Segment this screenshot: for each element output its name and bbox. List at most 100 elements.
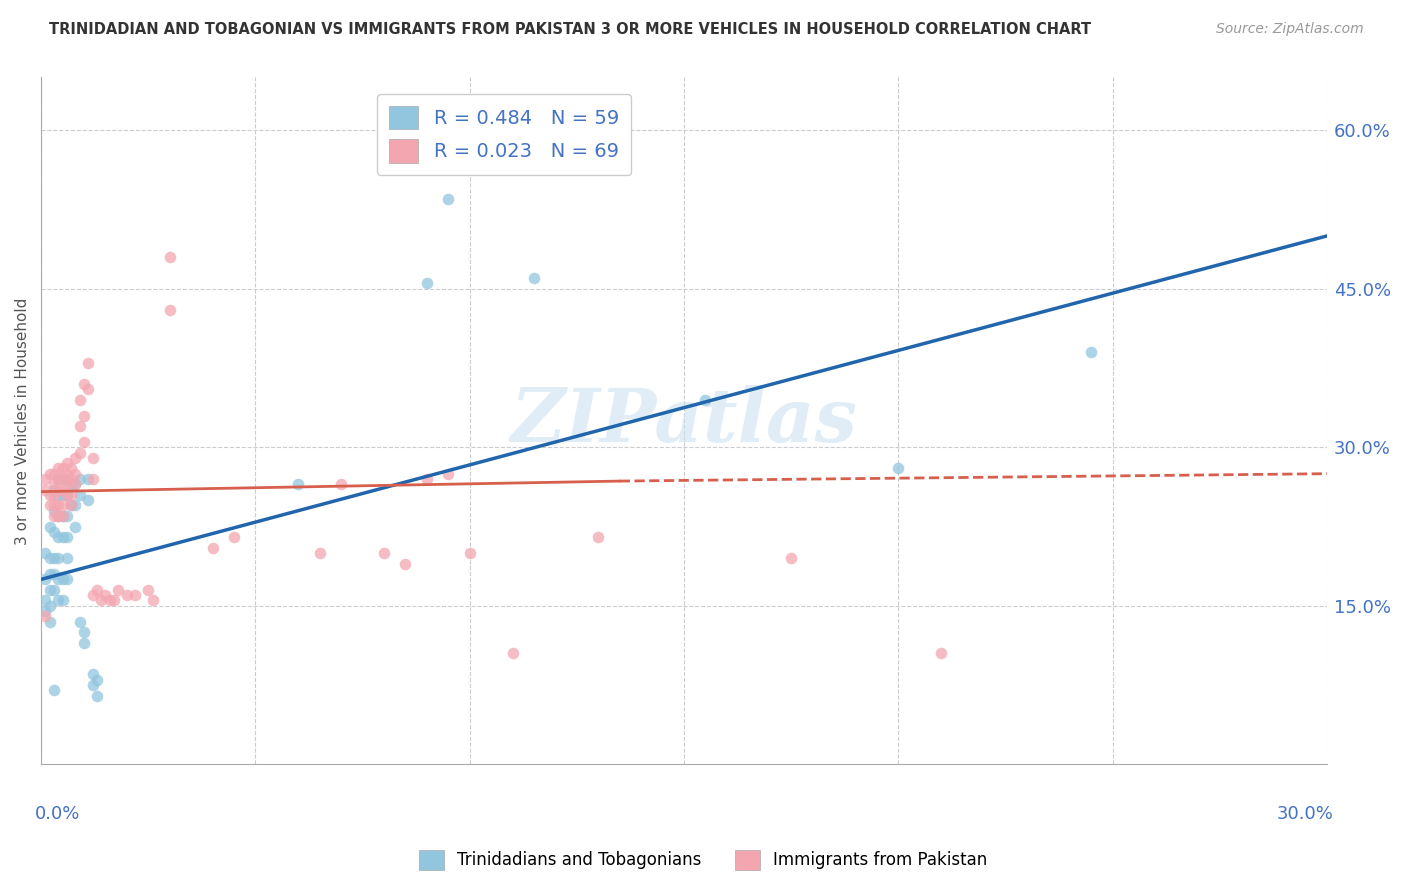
Point [416,277,439,291]
Point [38,519,60,533]
Point [394,557,416,571]
Point [56,508,79,523]
Point [65,477,87,491]
Point [46,472,69,486]
Point [73,435,96,450]
Text: 30.0%: 30.0% [1277,805,1333,823]
Point [287,477,309,491]
Point [46,530,69,544]
Point [437,192,460,206]
Point [416,472,439,486]
Point [373,546,395,560]
Point [65,519,87,533]
Point [56,472,79,486]
Point [60,461,83,475]
Point [780,551,803,566]
Point [695,392,717,407]
Point [42,483,65,497]
Point [65,450,87,465]
Point [46,472,69,486]
Legend: Trinidadians and Tobagonians, Immigrants from Pakistan: Trinidadians and Tobagonians, Immigrants… [412,843,994,877]
Point [34,546,56,560]
Point [51,530,73,544]
Point [82,678,104,692]
Point [38,467,60,481]
Point [115,588,138,602]
Point [60,488,83,502]
Point [201,541,224,555]
Text: 0.0%: 0.0% [35,805,80,823]
Point [42,567,65,582]
Text: TRINIDADIAN AND TOBAGONIAN VS IMMIGRANTS FROM PAKISTAN 3 OR MORE VEHICLES IN HOU: TRINIDADIAN AND TOBAGONIAN VS IMMIGRANTS… [49,22,1091,37]
Point [458,546,481,560]
Point [437,467,460,481]
Point [82,667,104,681]
Point [86,673,108,687]
Point [38,582,60,597]
Point [56,477,79,491]
Point [42,488,65,502]
Point [51,472,73,486]
Point [90,593,112,607]
Point [65,499,87,513]
Point [82,588,104,602]
Point [51,508,73,523]
Point [60,499,83,513]
Point [929,646,952,660]
Point [46,488,69,502]
Point [60,477,83,491]
Point [69,419,91,434]
Point [60,472,83,486]
Point [34,593,56,607]
Point [65,477,87,491]
Y-axis label: 3 or more Vehicles in Household: 3 or more Vehicles in Household [15,297,30,544]
Point [51,483,73,497]
Point [77,493,100,508]
Point [42,582,65,597]
Point [51,593,73,607]
Point [103,593,125,607]
Point [51,461,73,475]
Point [34,572,56,586]
Point [42,499,65,513]
Point [82,450,104,465]
Point [34,609,56,624]
Point [73,409,96,423]
Point [51,572,73,586]
Point [159,302,181,317]
Point [69,472,91,486]
Point [86,582,108,597]
Point [38,599,60,613]
Point [42,508,65,523]
Point [42,467,65,481]
Point [82,472,104,486]
Point [38,615,60,629]
Point [42,551,65,566]
Point [77,382,100,396]
Point [1080,345,1102,359]
Point [94,588,117,602]
Point [42,504,65,518]
Point [73,625,96,640]
Point [46,508,69,523]
Point [86,689,108,703]
Point [69,488,91,502]
Point [34,604,56,618]
Point [34,472,56,486]
Point [159,250,181,264]
Point [308,546,330,560]
Point [46,593,69,607]
Point [56,530,79,544]
Point [65,467,87,481]
Point [46,483,69,497]
Point [124,588,146,602]
Point [136,582,159,597]
Point [69,392,91,407]
Point [51,488,73,502]
Point [69,445,91,459]
Point [38,488,60,502]
Text: Source: ZipAtlas.com: Source: ZipAtlas.com [1216,22,1364,37]
Point [77,356,100,370]
Point [60,499,83,513]
Text: ZIPatlas: ZIPatlas [510,384,858,457]
